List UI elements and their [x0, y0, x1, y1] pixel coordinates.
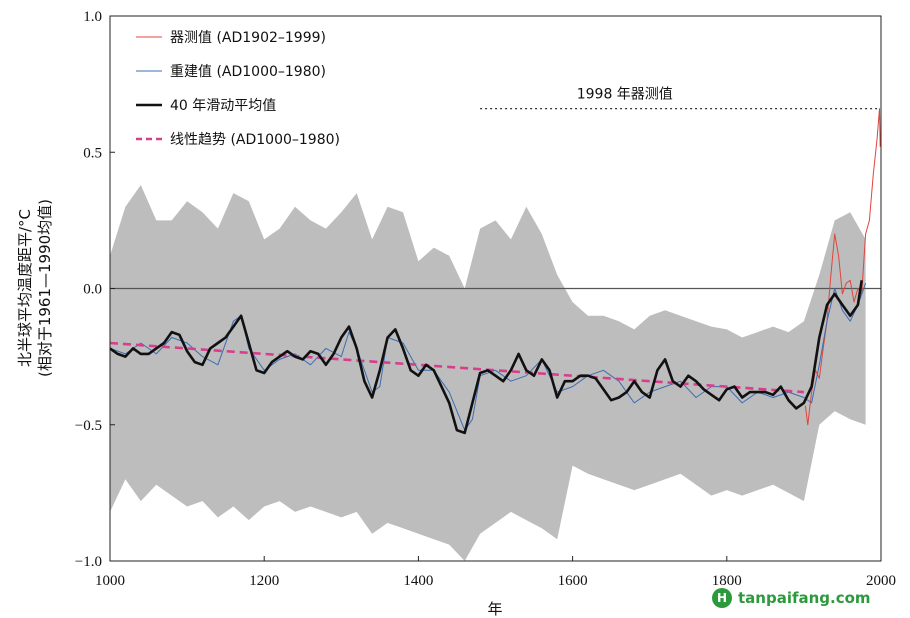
x-axis: 1000 1200 1400 1600 1800 2000 [95, 556, 896, 589]
series-line-dashed-line-0 [109, 341, 804, 394]
x-tick-label: 1200 [249, 573, 279, 589]
x-axis-title: 年 [487, 600, 502, 618]
y-tick-label: 0.5 [83, 145, 102, 161]
watermark-text: tanpaifang.com [738, 589, 871, 607]
legend-label: 线性趋势 (AD1000–1980) [170, 132, 340, 148]
series-lines [109, 108, 881, 435]
x-tick-label: 1000 [95, 573, 125, 589]
legend: 器测值 (AD1902–1999) 重建值 (AD1000–1980) 40 年滑动… [136, 30, 340, 148]
y-tick-label: −0.5 [75, 418, 102, 434]
x-tick-label: 1800 [712, 573, 742, 589]
series-line-thick-line-0 [109, 280, 863, 435]
x-tick-label: 1600 [558, 573, 588, 589]
y-tick-label: −1.0 [75, 554, 102, 570]
y-axis-title-line1: 北半球平均温度距平/°C [16, 209, 34, 367]
watermark-logo-icon: H [712, 588, 732, 608]
y-tick-label: 1.0 [83, 9, 102, 25]
legend-label: 重建值 (AD1000–1980) [170, 64, 326, 80]
y-axis: −1.0 −0.5 0.0 0.5 1.0 [75, 9, 115, 570]
x-tick-label: 1400 [403, 573, 433, 589]
watermark: H tanpaifang.com [712, 586, 871, 610]
annotation-label: 1998 年器测值 [577, 87, 673, 103]
x-tick-label: 2000 [866, 573, 896, 589]
y-axis-title-line2: (相对于1961—1990均值) [36, 199, 54, 377]
legend-label: 器测值 (AD1902–1999) [170, 30, 326, 46]
legend-label: 40 年滑动平均值 [170, 97, 276, 114]
y-tick-label: 0.0 [83, 282, 102, 298]
annotation: 1998 年器测值 [480, 87, 880, 110]
